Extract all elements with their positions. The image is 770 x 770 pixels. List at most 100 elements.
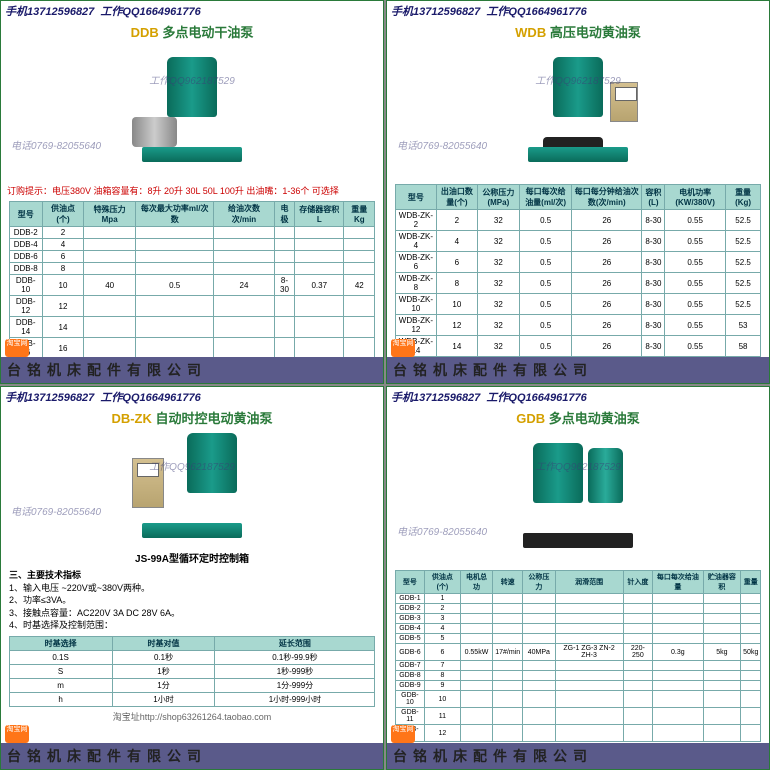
cell xyxy=(653,691,703,708)
col-header: 每口每次给油量 xyxy=(653,571,703,594)
cell xyxy=(344,239,375,251)
cell: 0.5 xyxy=(136,275,214,296)
watermark-tel: 电话0769-82055640 xyxy=(397,137,487,152)
cell: 0.55kW xyxy=(460,644,493,661)
cell xyxy=(523,604,555,614)
cell: DDB-12 xyxy=(9,296,42,317)
cell xyxy=(460,681,493,691)
cell xyxy=(274,227,295,239)
cell xyxy=(623,604,653,614)
col-header: 给油次数次/min xyxy=(214,202,274,227)
cell: GDB-7 xyxy=(395,661,425,671)
cell: 8-30 xyxy=(642,294,665,315)
cell: 0.5 xyxy=(520,273,572,294)
header-contact: 手机13712596827 工作QQ1664961776 xyxy=(387,1,769,21)
cell: 0.1S xyxy=(9,650,112,664)
col-header: 存储器容积L xyxy=(295,202,344,227)
cell: GDB-4 xyxy=(395,624,425,634)
cell: 7 xyxy=(425,661,461,671)
cell: 0.55 xyxy=(665,231,725,252)
cell: GDB-2 xyxy=(395,604,425,614)
product-title: GDB 多点电动黄油泵 xyxy=(387,407,769,428)
cell: S xyxy=(9,664,112,678)
cell xyxy=(741,671,761,681)
product-image: 工作QQ962187529 电话0769-82055640 xyxy=(1,42,383,182)
cell xyxy=(136,251,214,263)
cell xyxy=(84,296,136,317)
header-contact: 手机13712596827 工作QQ1664961776 xyxy=(387,387,769,407)
cell xyxy=(493,725,523,742)
cell: 26 xyxy=(572,252,642,273)
cell xyxy=(555,594,623,604)
cell xyxy=(555,614,623,624)
product-image: 工作QQ962187529 电话0769-82055640 xyxy=(387,42,769,182)
cell xyxy=(460,614,493,624)
col-header: 转速 xyxy=(493,571,523,594)
cell: 0.55 xyxy=(665,315,725,336)
cell xyxy=(555,725,623,742)
cell: 14 xyxy=(42,317,83,338)
cell xyxy=(295,338,344,359)
cell: 1分 xyxy=(112,678,215,692)
cell xyxy=(136,338,214,359)
cell xyxy=(523,691,555,708)
cell xyxy=(274,338,295,359)
cell xyxy=(555,708,623,725)
cell: 32 xyxy=(477,210,520,231)
cell xyxy=(523,708,555,725)
cell: 52.5 xyxy=(725,210,761,231)
cell: 2 xyxy=(437,210,477,231)
cell xyxy=(493,614,523,624)
cell: 5kg xyxy=(703,644,741,661)
cell xyxy=(136,239,214,251)
cell xyxy=(493,661,523,671)
cell: WDB-ZK-6 xyxy=(395,252,437,273)
cell xyxy=(136,227,214,239)
company-footer: 台铭机床配件有限公司 xyxy=(1,357,383,383)
col-header: 特殊压力Mpa xyxy=(84,202,136,227)
cell: 12 xyxy=(42,296,83,317)
cell: ZG-1 ZG-3 ZN-2 ZH-3 xyxy=(555,644,623,661)
col-header: 电极 xyxy=(274,202,295,227)
cell xyxy=(653,594,703,604)
cell: DDB-8 xyxy=(9,263,42,275)
cell xyxy=(555,681,623,691)
col-header: 每次最大功率ml/次数 xyxy=(136,202,214,227)
header-contact: 手机13712596827 工作QQ1664961776 xyxy=(1,387,383,407)
cell xyxy=(741,594,761,604)
cell: GDB-3 xyxy=(395,614,425,624)
product-title: WDB 高压电动黄油泵 xyxy=(387,21,769,42)
cell xyxy=(274,263,295,275)
cell: 1秒-999秒 xyxy=(215,664,375,678)
cell xyxy=(653,661,703,671)
cell xyxy=(274,239,295,251)
cell xyxy=(214,338,274,359)
cell: 1分-999分 xyxy=(215,678,375,692)
cell: 0.5 xyxy=(520,294,572,315)
controller-subtitle: JS-99A型循环定时控制箱 xyxy=(1,548,383,567)
cell xyxy=(274,251,295,263)
cell: 8-30 xyxy=(642,210,665,231)
cell xyxy=(344,251,375,263)
cell xyxy=(653,604,703,614)
cell xyxy=(653,624,703,634)
cell xyxy=(703,661,741,671)
product-image: 工作QQ962187529 电话0769-82055640 xyxy=(387,428,769,568)
cell xyxy=(344,296,375,317)
cell: 0.55 xyxy=(665,210,725,231)
cell: 12 xyxy=(437,315,477,336)
col-header: 重量(Kg) xyxy=(725,185,761,210)
cell: 8-30 xyxy=(642,273,665,294)
col-header: 供油点(个) xyxy=(425,571,461,594)
cell xyxy=(653,681,703,691)
cell: DDB-4 xyxy=(9,239,42,251)
cell xyxy=(493,671,523,681)
cell xyxy=(214,251,274,263)
cell xyxy=(523,725,555,742)
cell xyxy=(555,624,623,634)
cell: 40 xyxy=(84,275,136,296)
cell xyxy=(703,725,741,742)
cell xyxy=(703,624,741,634)
cell xyxy=(653,708,703,725)
cell xyxy=(653,671,703,681)
